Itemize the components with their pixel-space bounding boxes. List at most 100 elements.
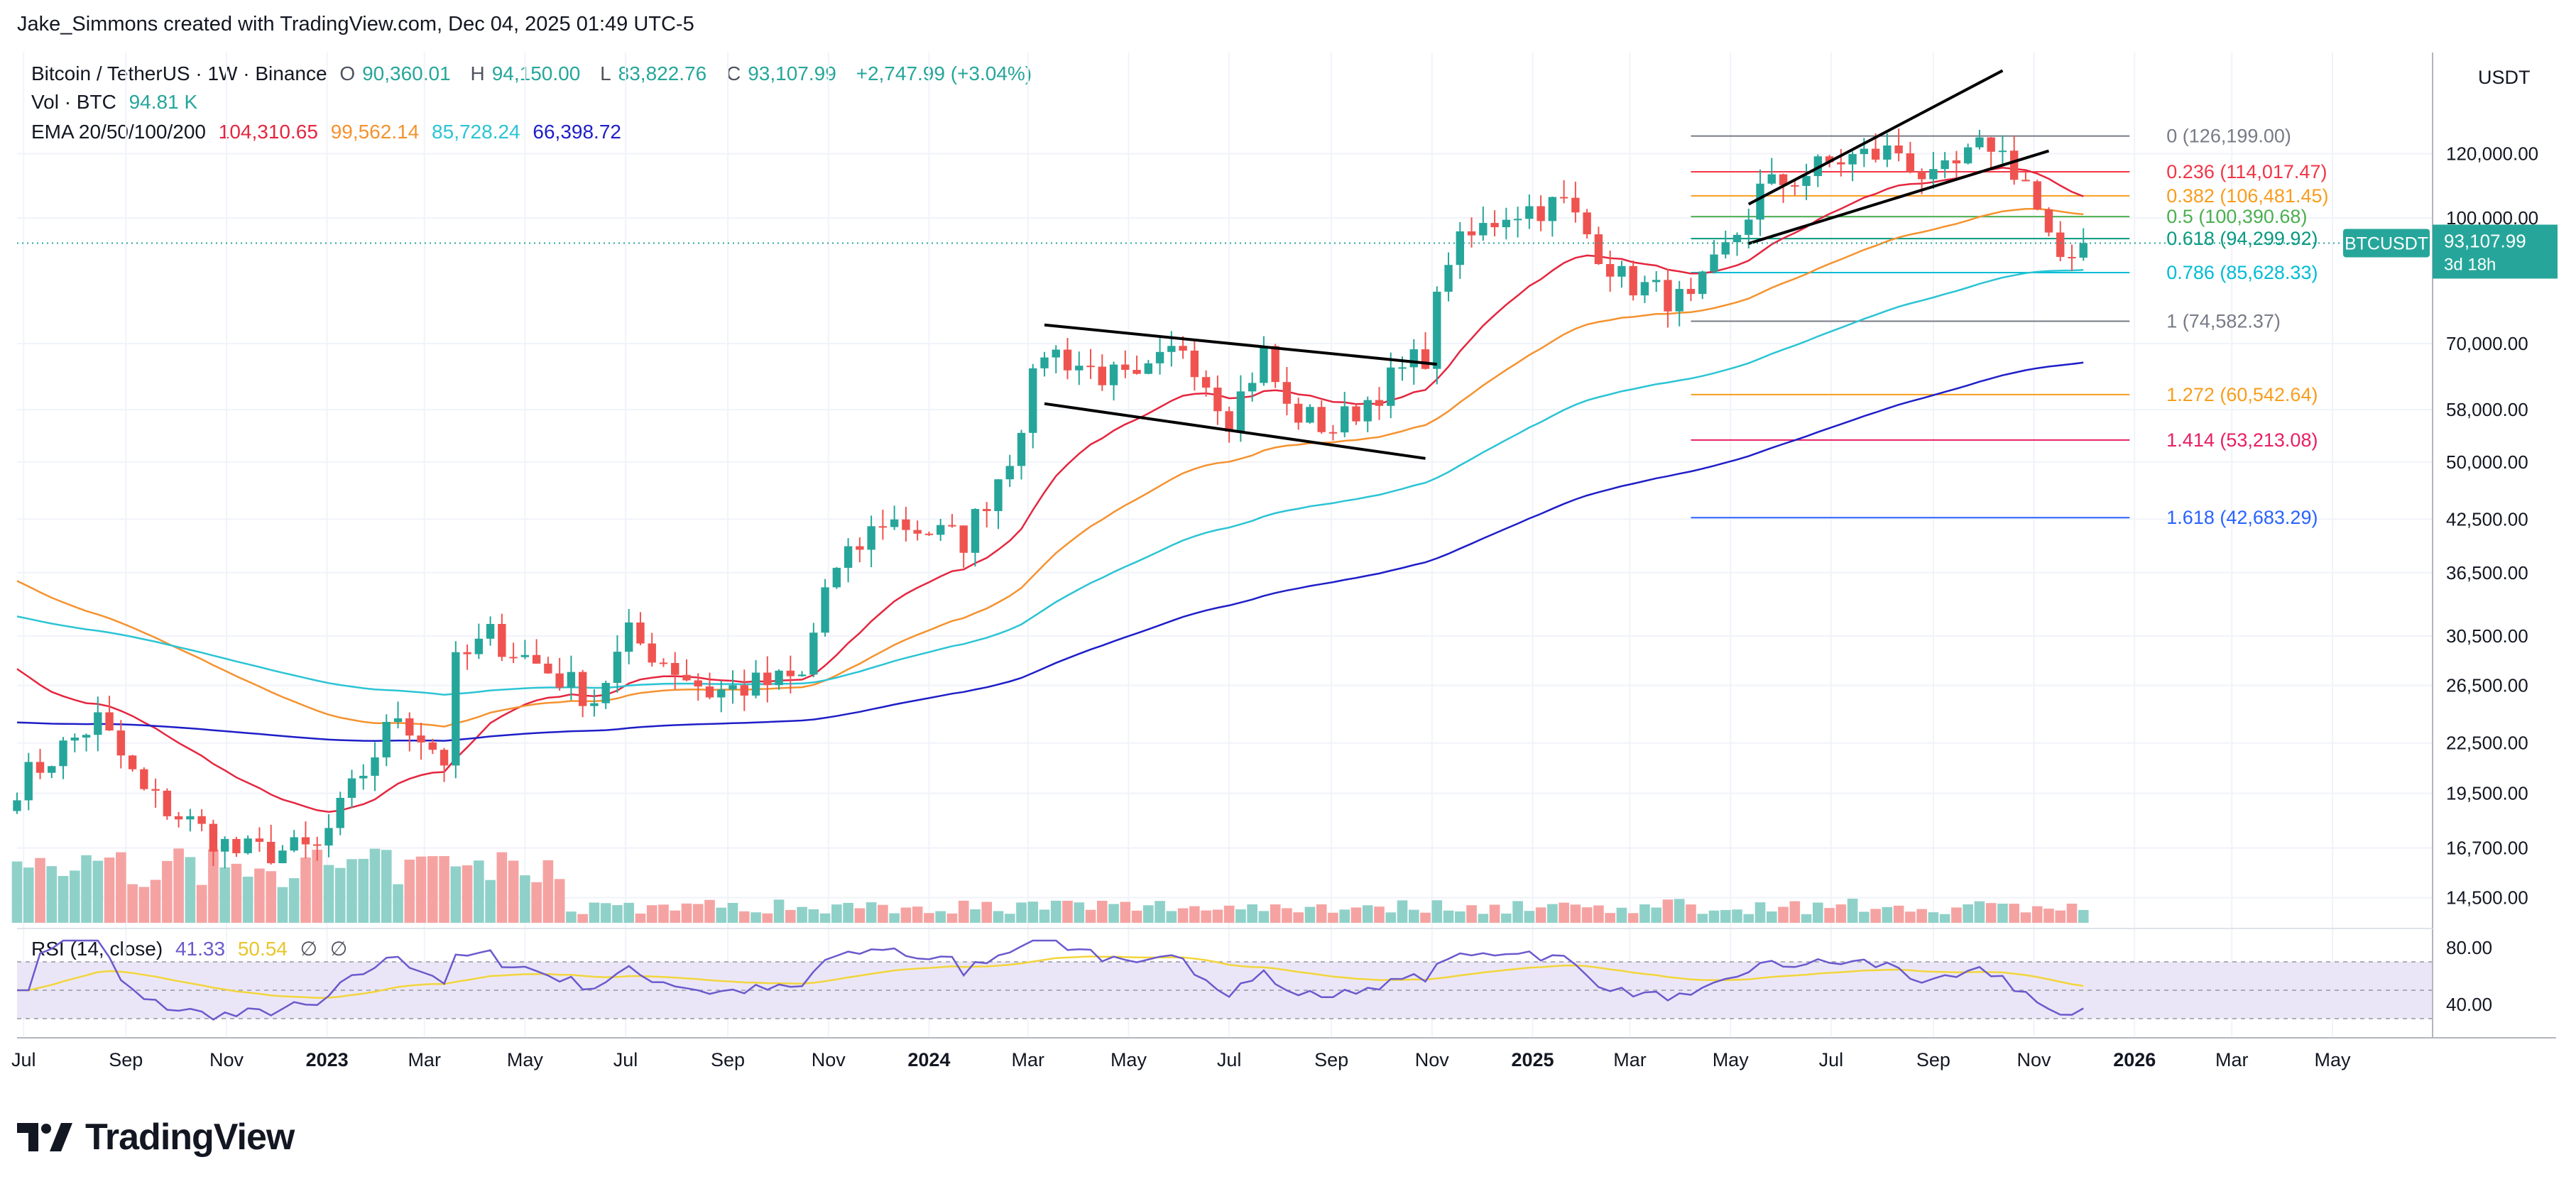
volume-bar	[1512, 901, 1523, 923]
volume-bar	[1247, 904, 1257, 923]
volume-bar	[312, 850, 323, 923]
candle-body	[13, 800, 21, 811]
candle-body	[590, 703, 599, 706]
volume-bar	[300, 857, 311, 923]
volume-bar	[35, 857, 45, 923]
volume-bar	[1270, 904, 1281, 923]
volume-bar	[1859, 911, 1870, 923]
candle-body	[1894, 145, 1903, 153]
time-tick-label: Sep	[109, 1049, 143, 1070]
volume-bar	[681, 903, 692, 923]
candle-body	[1756, 183, 1764, 220]
candle-body	[1698, 271, 1707, 295]
candle-body	[625, 622, 633, 652]
candle-body	[1109, 364, 1118, 385]
candle-body	[1479, 223, 1488, 236]
price-axis-currency: USDT	[2478, 67, 2531, 88]
candle-body	[567, 672, 576, 688]
fib-level-label: 1 (74,582.37)	[2166, 310, 2281, 332]
volume-bar	[1616, 907, 1627, 923]
volume-bar	[2043, 909, 2054, 923]
volume-bar	[474, 860, 484, 923]
volume-bar	[58, 876, 69, 923]
volume-bar	[81, 855, 92, 923]
volume-bar	[1304, 906, 1316, 923]
candles-layer	[13, 128, 2087, 869]
time-tick-label: 2023	[306, 1049, 349, 1070]
candle-body	[532, 654, 541, 664]
volume-bar	[958, 900, 969, 923]
candle-body	[59, 740, 67, 767]
candle-body	[1664, 280, 1672, 312]
ema-legend[interactable]: EMA 20/50/100/200 104,310.65 99,562.14 8…	[31, 121, 628, 143]
tradingview-logo[interactable]: TradingView	[17, 1116, 295, 1158]
candle-body	[1398, 367, 1407, 369]
volume-bar	[1328, 912, 1338, 923]
volume-bar	[393, 884, 403, 923]
price-tick-label: 70,000.00	[2446, 333, 2528, 354]
ema200-line	[16, 361, 2084, 743]
candle-body	[48, 766, 56, 773]
volume-bar	[819, 913, 831, 923]
volume-bar	[508, 860, 519, 923]
candle-body	[209, 823, 218, 852]
volume-bar	[415, 856, 427, 923]
volume-bar	[2055, 910, 2066, 923]
candle-body	[867, 526, 875, 550]
candle-body	[763, 672, 772, 686]
candle-body	[1075, 366, 1084, 371]
candle-body	[924, 533, 934, 535]
candle-body	[578, 672, 587, 706]
fib-level-label: 0.618 (94,299.92)	[2166, 228, 2318, 249]
candle-body	[255, 838, 264, 842]
volume-legend[interactable]: Vol · BTC 94.81 K	[31, 91, 204, 114]
volume-bar	[1570, 904, 1581, 923]
volume-bar	[1155, 901, 1165, 923]
time-tick-label: Nov	[812, 1049, 846, 1070]
candle-body	[1721, 242, 1730, 255]
volume-bar	[1963, 904, 1973, 923]
volume-bar	[1004, 914, 1015, 923]
volume-bar	[1350, 907, 1362, 923]
volume-bar	[127, 884, 138, 923]
candle-body	[2068, 256, 2076, 258]
candle-body	[1848, 154, 1857, 165]
candle-body	[544, 663, 552, 674]
candle-body	[809, 632, 818, 675]
candle-body	[1467, 231, 1476, 236]
rsi-ma-line	[17, 955, 2084, 999]
ohlc-high: H 94,150.00	[470, 62, 581, 84]
candle-body	[1144, 363, 1153, 374]
volume-bar	[1893, 905, 1904, 923]
volume-bar	[1039, 909, 1050, 923]
candle-body	[1121, 364, 1130, 371]
volume-bar	[658, 904, 669, 923]
volume-bar	[138, 887, 150, 923]
time-tick-label: 2025	[1511, 1049, 1554, 1070]
time-tick-label: 2024	[907, 1049, 950, 1070]
symbol-legend[interactable]: Bitcoin / TetherUS · 1W · Binance O 90,36…	[31, 62, 1039, 85]
candle-body	[936, 525, 945, 535]
candle-body	[636, 622, 645, 644]
candle-body	[1433, 291, 1441, 369]
candle-body	[1802, 176, 1811, 186]
volume-bar	[970, 909, 981, 923]
ema100-line	[16, 268, 2084, 696]
candle-body	[393, 718, 403, 723]
volume-bar	[1847, 899, 1858, 923]
volume-bar	[785, 909, 796, 923]
volume-bar	[1201, 910, 1211, 923]
candle-body	[751, 672, 760, 696]
volume-bar	[92, 860, 104, 923]
tradingview-logo-icon	[17, 1123, 72, 1151]
candle-body	[70, 738, 79, 741]
volume-bar	[577, 914, 588, 923]
volume-bar	[566, 911, 577, 923]
volume-bar	[889, 913, 900, 923]
rsi-value: 41.33	[175, 938, 226, 960]
candle-body	[1605, 264, 1615, 277]
volume-bar	[1374, 906, 1385, 923]
ema100-value: 85,728.24	[432, 121, 520, 143]
volume-bar	[1016, 902, 1027, 923]
